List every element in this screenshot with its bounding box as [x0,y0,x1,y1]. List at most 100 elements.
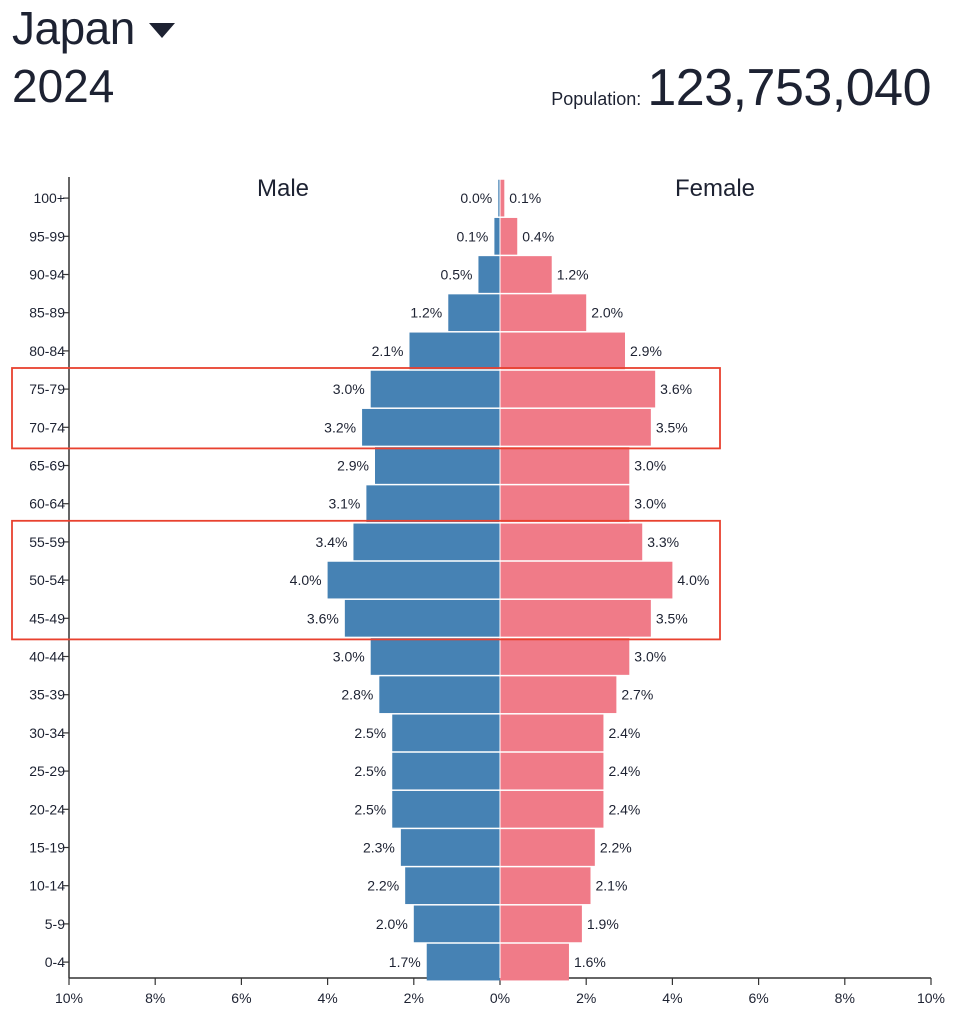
female-bar [500,370,656,408]
female-value-label: 4.0% [677,572,709,588]
male-bar [327,561,500,599]
female-bar [500,217,518,255]
age-group-label: 20-24 [29,801,65,817]
male-value-label: 2.8% [341,687,373,703]
male-value-label: 1.2% [410,305,442,321]
male-value-label: 3.2% [324,419,356,435]
female-value-label: 2.4% [608,801,640,817]
age-group-label: 55-59 [29,534,65,550]
female-bar [500,599,651,637]
population-display: Population: 123,753,040 [551,58,931,118]
age-group-label: 70-74 [29,419,65,435]
female-value-label: 3.5% [656,419,688,435]
male-value-label: 2.3% [363,840,395,856]
age-group-label: 65-69 [29,458,65,474]
country-selector[interactable]: Japan [12,2,175,54]
female-bar [500,332,625,370]
female-value-label: 2.9% [630,343,662,359]
age-group-label: 95-99 [29,228,65,244]
age-group-label: 90-94 [29,267,65,283]
male-bar [375,447,500,484]
female-bar [500,523,643,561]
male-bar [392,752,500,790]
female-bar [500,867,591,905]
male-value-label: 3.6% [307,610,339,626]
female-value-label: 3.0% [634,458,666,474]
age-group-label: 30-34 [29,725,65,741]
female-value-label: 3.6% [660,381,692,397]
male-bar [448,294,500,332]
female-bar [500,638,630,675]
male-bar [409,332,500,370]
population-value: 123,753,040 [647,59,931,117]
female-bar [500,179,505,217]
age-group-label: 25-29 [29,763,65,779]
female-bar [500,256,552,293]
male-value-label: 3.0% [333,649,365,665]
x-tick-label: 4% [662,990,682,1006]
age-group-label: 35-39 [29,687,65,703]
x-tick-label: 10% [55,990,83,1006]
male-value-label: 4.0% [290,572,322,588]
country-name: Japan [12,2,135,54]
male-value-label: 2.0% [376,916,408,932]
age-group-label: 5-9 [45,916,65,932]
male-value-label: 0.5% [441,267,473,283]
age-group-label: 40-44 [29,649,65,665]
male-bar [413,905,500,943]
x-tick-label: 10% [917,990,945,1006]
male-bar [370,370,500,408]
age-group-label: 0-4 [45,954,65,970]
male-value-label: 2.5% [354,801,386,817]
female-bar [500,485,630,523]
male-bar [379,676,500,714]
population-label: Population: [551,89,642,109]
male-bar [392,714,500,752]
female-bar [500,447,630,484]
female-value-label: 1.9% [587,916,619,932]
year-label: 2024 [12,60,115,112]
female-value-label: 2.0% [591,305,623,321]
female-value-label: 1.2% [557,267,589,283]
female-value-label: 3.0% [634,649,666,665]
male-value-label: 2.9% [337,458,369,474]
male-value-label: 3.0% [333,381,365,397]
male-bar [498,179,500,217]
female-value-label: 0.1% [509,190,541,206]
female-value-label: 3.0% [634,496,666,512]
female-value-label: 3.5% [656,610,688,626]
male-value-label: 2.5% [354,725,386,741]
male-value-label: 3.1% [328,496,360,512]
age-group-label: 100+ [33,190,65,206]
x-tick-label: 6% [231,990,251,1006]
male-bar [405,867,500,905]
caret-down-icon[interactable] [148,22,175,38]
x-tick-label: 8% [835,990,855,1006]
male-value-label: 0.0% [460,190,492,206]
female-bar [500,790,604,828]
male-value-label: 2.5% [354,763,386,779]
female-bar [500,676,617,714]
male-bar [494,217,500,255]
male-bar [366,485,500,523]
female-bar [500,561,673,599]
male-value-label: 1.7% [389,954,421,970]
female-bar [500,714,604,752]
male-value-label: 3.4% [316,534,348,550]
male-bar [353,523,500,561]
age-group-label: 60-64 [29,496,65,512]
male-value-label: 0.1% [456,228,488,244]
male-bar [370,638,500,675]
female-value-label: 2.7% [621,687,653,703]
female-value-label: 2.4% [608,725,640,741]
female-bar [500,829,595,866]
male-side-label: Male [257,175,309,202]
female-bar [500,752,604,790]
female-value-label: 1.6% [574,954,606,970]
x-tick-label: 0% [490,990,510,1006]
age-group-label: 45-49 [29,610,65,626]
x-tick-label: 4% [317,990,337,1006]
male-bar [344,599,500,637]
female-value-label: 2.1% [596,878,628,894]
age-group-label: 10-14 [29,878,65,894]
